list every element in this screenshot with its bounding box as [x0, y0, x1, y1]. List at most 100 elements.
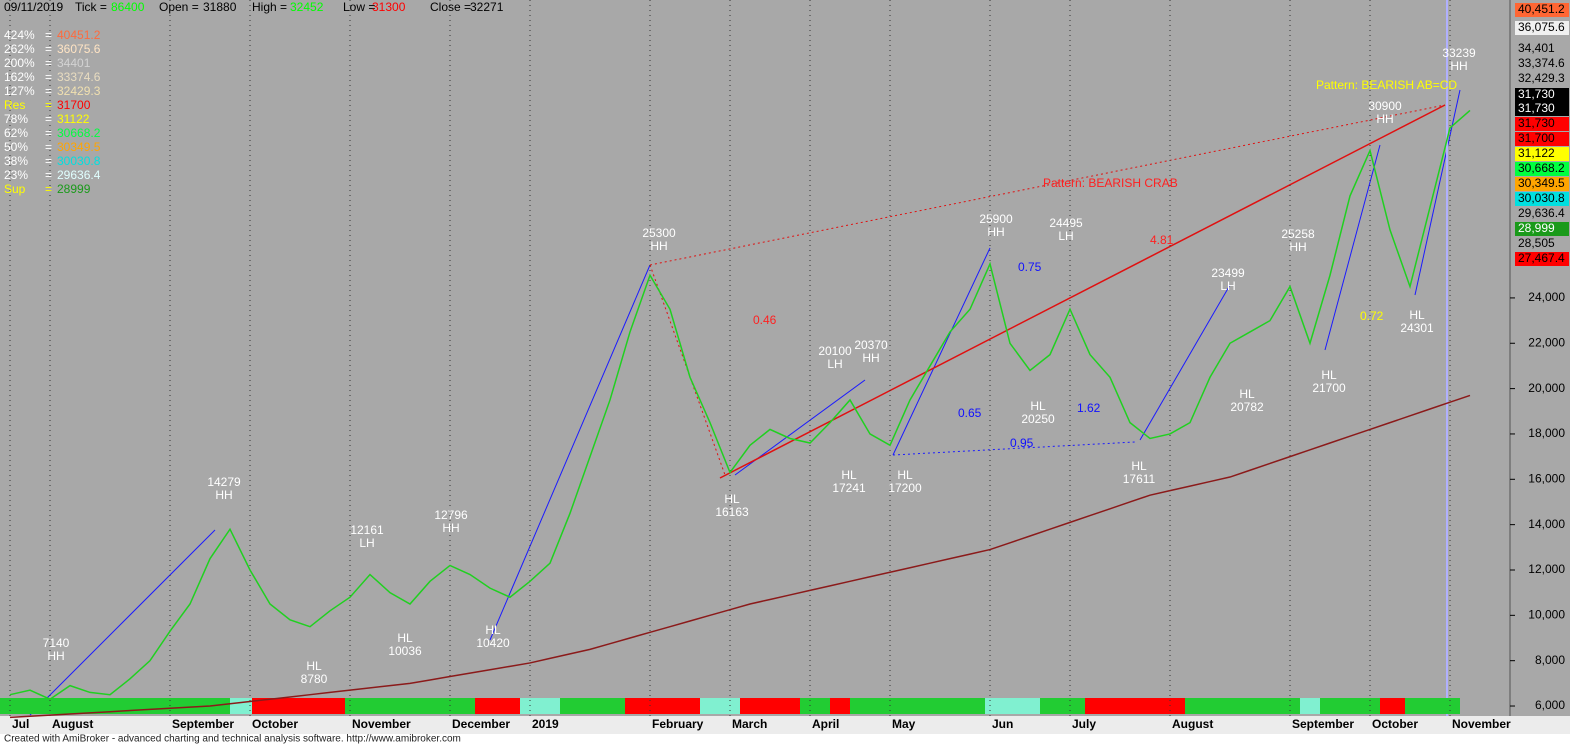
indicator-ribbon — [1320, 698, 1380, 714]
level-value: 29636.4 — [57, 168, 101, 182]
level-label: 50% — [4, 140, 28, 154]
level-label: Res — [4, 98, 25, 112]
price-box — [1515, 222, 1569, 236]
indicator-ribbon — [345, 698, 475, 714]
indicator-ribbon — [0, 698, 230, 714]
annotation: LH — [1220, 279, 1235, 293]
price-box-label: 32,429.3 — [1518, 71, 1565, 85]
indicator-ribbon — [625, 698, 700, 714]
x-tick-label: December — [452, 717, 510, 731]
x-tick-label: November — [352, 717, 411, 731]
level-value: 31700 — [57, 98, 91, 112]
header-label: Open = — [159, 0, 199, 14]
y-tick-label: 16,000 — [1528, 471, 1565, 485]
y-tick-label: 24,000 — [1528, 290, 1565, 304]
trend-line — [29, 529, 216, 716]
annotation: 20782 — [1230, 400, 1264, 414]
price-box — [1515, 3, 1569, 17]
annotation: HH — [1450, 59, 1467, 73]
annotation: 30900 — [1368, 99, 1402, 113]
annotation: 25900 — [979, 212, 1013, 226]
annotation: HL — [1239, 387, 1255, 401]
trend-line — [489, 264, 651, 641]
x-tick-label: November — [1452, 717, 1511, 731]
x-tick-label: October — [1372, 717, 1418, 731]
annotation: LH — [827, 357, 842, 371]
header-date: 09/11/2019 — [4, 0, 63, 14]
annotation: 10036 — [388, 644, 422, 658]
level-separator: = — [45, 98, 52, 112]
annotation: HL — [1131, 459, 1147, 473]
y-tick-label: 8,000 — [1535, 653, 1565, 667]
ratio-label: 1.62 — [1077, 401, 1101, 415]
indicator-ribbon — [475, 698, 520, 714]
price-box — [1515, 88, 1569, 102]
annotation: HL — [485, 623, 501, 637]
indicator-ribbon — [560, 698, 625, 714]
indicator-ribbon — [985, 698, 1040, 714]
annotation: HL — [1409, 308, 1425, 322]
annotation: HL — [397, 631, 413, 645]
annotation: HH — [1289, 240, 1306, 254]
annotation: 7140 — [43, 636, 70, 650]
header-label: Low = — [343, 0, 375, 14]
annotation: HL — [1030, 399, 1046, 413]
ratio-label: 4.81 — [1150, 233, 1174, 247]
annotation: HH — [650, 239, 667, 253]
header-label: Close = — [430, 0, 471, 14]
annotation: HH — [47, 649, 64, 663]
level-label: 200% — [4, 56, 35, 70]
header-value: 32271 — [470, 0, 504, 14]
annotation: 12161 — [350, 523, 384, 537]
level-value: 30668.2 — [57, 126, 101, 140]
trend-line — [1139, 284, 1231, 441]
level-value: 40451.2 — [57, 28, 101, 42]
level-separator: = — [45, 168, 52, 182]
x-tick-label: August — [52, 717, 93, 731]
annotation: HL — [897, 468, 913, 482]
price-box-label: 29,636.4 — [1518, 206, 1565, 220]
date-axis-background — [0, 716, 1570, 734]
indicator-ribbon — [700, 698, 740, 714]
level-value: 34401 — [57, 56, 91, 70]
level-separator: = — [45, 112, 52, 126]
trend-line — [1324, 144, 1381, 351]
level-label: 23% — [4, 168, 28, 182]
level-value: 30030.8 — [57, 154, 101, 168]
y-tick-label: 12,000 — [1528, 562, 1565, 576]
level-label: 424% — [4, 28, 35, 42]
annotation: 24301 — [1400, 321, 1434, 335]
price-box — [1515, 162, 1569, 176]
level-label: 38% — [4, 154, 28, 168]
pattern-line — [649, 104, 1446, 266]
indicator-ribbon — [520, 698, 560, 714]
annotation: 25258 — [1281, 227, 1315, 241]
y-tick-label: 20,000 — [1528, 381, 1565, 395]
annotation: HL — [841, 468, 857, 482]
level-label: 162% — [4, 70, 35, 84]
x-tick-label: September — [1292, 717, 1354, 731]
level-value: 30349.5 — [57, 140, 101, 154]
annotation: HH — [1376, 112, 1393, 126]
indicator-ribbon — [1040, 698, 1085, 714]
annotation: HL — [1321, 368, 1337, 382]
annotation: HH — [442, 521, 459, 535]
level-label: 62% — [4, 126, 28, 140]
annotation: 20370 — [854, 338, 888, 352]
pattern-line — [892, 441, 1136, 456]
indicator-ribbon — [830, 698, 850, 714]
ratio-label: 0.72 — [1360, 309, 1384, 323]
annotation: 8780 — [301, 672, 328, 686]
header-value: 31880 — [203, 0, 237, 14]
x-tick-label: April — [812, 717, 839, 731]
level-value: 31122 — [57, 112, 90, 126]
price-box — [1515, 252, 1569, 266]
level-separator: = — [45, 140, 52, 154]
annotation: HH — [862, 351, 879, 365]
level-separator: = — [45, 84, 52, 98]
footer: Created with AmiBroker - advanced charti… — [4, 734, 461, 745]
ratio-label: 0.65 — [958, 406, 982, 420]
x-tick-label: May — [892, 717, 916, 731]
